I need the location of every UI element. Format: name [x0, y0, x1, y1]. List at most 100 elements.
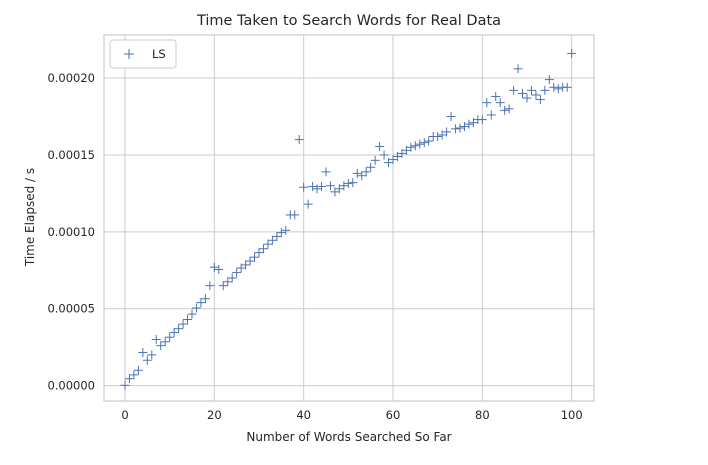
x-tick-labels: 0 20 40 60 80 100	[121, 408, 582, 422]
data-point	[486, 110, 496, 120]
data-point	[567, 48, 577, 58]
data-point	[120, 380, 130, 390]
data-point	[241, 260, 251, 270]
data-point	[290, 210, 300, 220]
data-point	[281, 225, 291, 235]
data-point	[124, 374, 134, 384]
y-tick-label: 0.00010	[47, 225, 95, 239]
data-points	[120, 48, 577, 390]
data-point	[535, 95, 545, 105]
data-point	[357, 171, 367, 181]
plot-frame	[103, 34, 595, 402]
data-point	[500, 105, 510, 115]
data-point	[169, 328, 179, 338]
grid-lines	[104, 35, 594, 401]
data-point	[379, 150, 389, 160]
legend-label: LS	[152, 47, 166, 61]
y-axis-label: Time Elapsed / s	[23, 168, 37, 267]
data-point	[433, 131, 443, 141]
data-point	[299, 182, 309, 192]
data-point	[263, 239, 273, 249]
y-tick-labels: 0.00000 0.00005 0.00010 0.00015 0.00020	[47, 71, 95, 393]
data-point	[406, 142, 416, 152]
data-point	[531, 90, 541, 100]
data-point	[151, 334, 161, 344]
data-point	[294, 135, 304, 145]
x-axis-label: Number of Words Searched So Far	[246, 430, 451, 444]
x-tick-label: 40	[296, 408, 311, 422]
data-point	[477, 115, 487, 125]
data-point	[205, 281, 215, 291]
data-point	[178, 319, 188, 329]
data-point	[366, 162, 376, 172]
data-point	[321, 167, 331, 177]
data-point	[553, 84, 563, 94]
data-point	[522, 93, 532, 103]
data-point	[526, 85, 536, 95]
data-point	[424, 136, 434, 146]
data-point	[495, 98, 505, 108]
data-point	[200, 294, 210, 304]
y-tick-label: 0.00005	[47, 302, 95, 316]
data-point	[165, 332, 175, 342]
data-point	[491, 92, 501, 102]
data-point	[254, 248, 264, 258]
data-point	[325, 181, 335, 191]
data-point	[147, 350, 157, 360]
data-point	[352, 168, 362, 178]
x-tick-label: 20	[207, 408, 222, 422]
data-point	[464, 119, 474, 129]
data-point	[133, 365, 143, 375]
data-point	[549, 82, 559, 92]
data-point	[272, 231, 282, 241]
data-point	[509, 85, 519, 95]
data-point	[518, 88, 528, 98]
y-tick-label: 0.00000	[47, 379, 95, 393]
data-point	[303, 199, 313, 209]
data-point	[513, 64, 523, 74]
data-point	[218, 281, 228, 291]
data-point	[504, 104, 514, 114]
data-point	[459, 122, 469, 131]
data-point	[419, 138, 429, 148]
data-point	[138, 348, 148, 358]
y-tick-label: 0.00020	[47, 71, 95, 85]
data-point	[191, 303, 201, 313]
data-point	[544, 75, 554, 85]
data-point	[446, 112, 456, 122]
data-point	[370, 155, 380, 165]
data-point	[223, 277, 233, 287]
data-point	[361, 167, 371, 177]
data-point	[227, 273, 237, 283]
data-point	[267, 235, 277, 245]
data-point	[348, 178, 358, 188]
data-point	[196, 298, 206, 308]
legend: LS	[109, 39, 177, 69]
data-point	[258, 244, 268, 254]
data-point	[209, 262, 219, 272]
data-point	[410, 141, 420, 151]
data-point	[482, 98, 492, 108]
data-point	[451, 124, 461, 134]
x-tick-label: 0	[121, 408, 128, 422]
data-point	[317, 181, 327, 191]
data-point	[245, 256, 255, 266]
data-point	[312, 184, 322, 194]
chart-title: Time Taken to Search Words for Real Data	[196, 13, 501, 29]
data-point	[160, 337, 170, 347]
data-point	[214, 265, 224, 275]
data-point	[276, 228, 286, 238]
data-point	[339, 181, 349, 191]
data-point	[232, 268, 242, 278]
data-point	[540, 85, 550, 95]
x-tick-label: 100	[561, 408, 583, 422]
x-tick-label: 60	[386, 408, 401, 422]
legend-marker	[124, 49, 134, 59]
data-point	[129, 370, 139, 380]
data-point	[308, 181, 318, 191]
data-point	[156, 341, 166, 351]
data-point	[174, 324, 184, 334]
data-point	[187, 309, 197, 319]
data-point	[415, 139, 425, 149]
